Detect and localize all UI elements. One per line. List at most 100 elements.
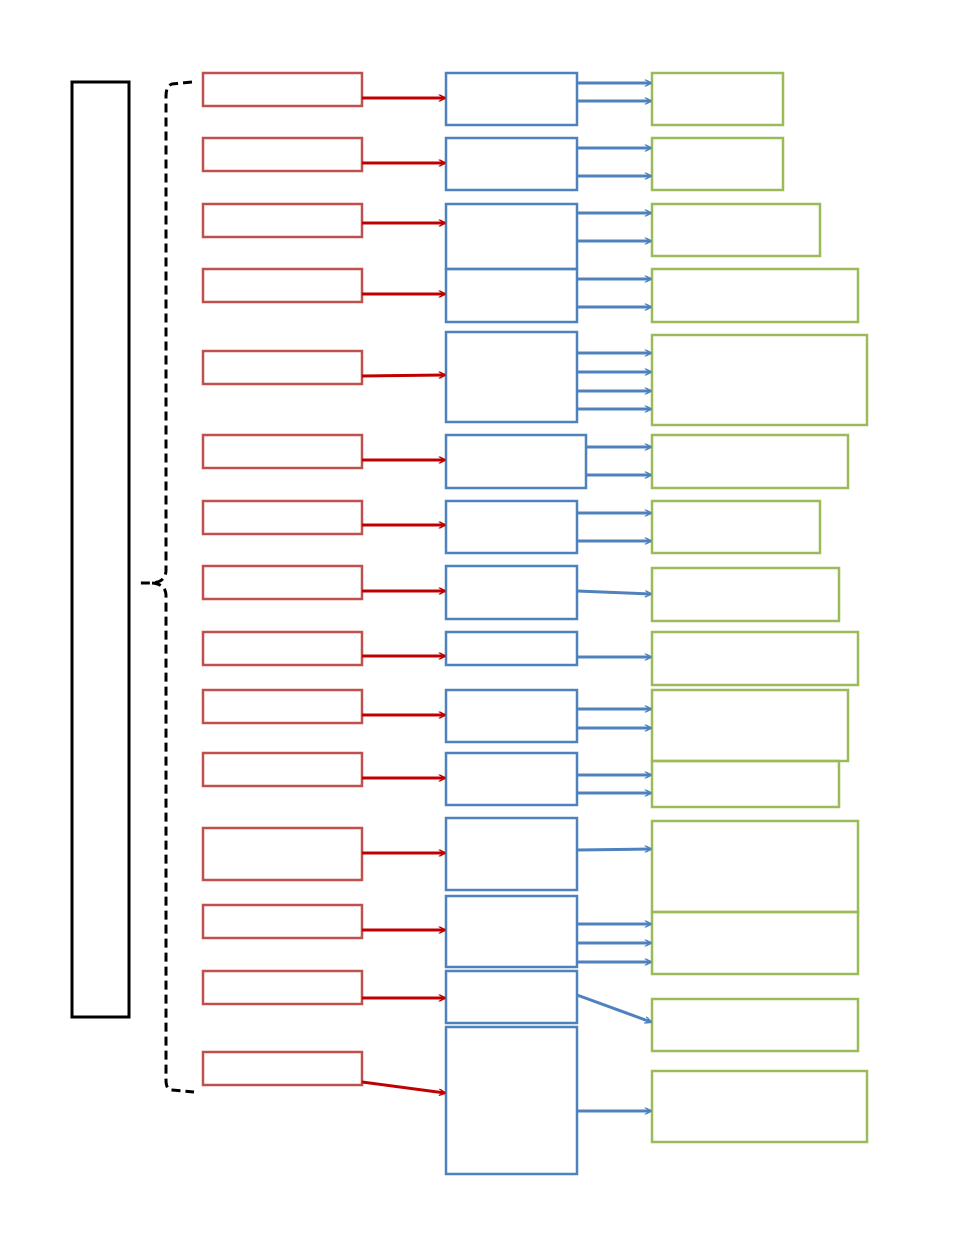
right-node-3 xyxy=(650,202,822,258)
middle-node-14 xyxy=(444,969,579,1025)
blue-arrow-8-1 xyxy=(576,589,651,594)
right-node-11-rect xyxy=(650,759,841,809)
left-node-2 xyxy=(201,136,364,173)
middle-node-12-rect xyxy=(444,816,579,892)
left-node-9 xyxy=(201,630,364,667)
red-arrow-5 xyxy=(361,375,445,376)
left-node-1-rect xyxy=(201,71,364,108)
left-node-5 xyxy=(201,349,364,386)
middle-node-10 xyxy=(444,688,579,744)
middle-node-15 xyxy=(444,1025,579,1176)
left-node-15-rect xyxy=(201,1050,364,1087)
right-node-4-rect xyxy=(650,267,860,324)
right-node-5-rect xyxy=(650,333,869,427)
left-node-12-rect xyxy=(201,826,364,882)
middle-node-1-rect xyxy=(444,71,579,127)
middle-node-11 xyxy=(444,751,579,807)
left-node-6-rect xyxy=(201,433,364,470)
left-node-5-rect xyxy=(201,349,364,386)
middle-node-13-rect xyxy=(444,894,579,969)
middle-node-3-rect xyxy=(444,202,579,271)
middle-node-14-rect xyxy=(444,969,579,1025)
left-node-3-rect xyxy=(201,202,364,239)
grouping-brace xyxy=(136,80,195,1094)
left-node-14-rect xyxy=(201,969,364,1006)
right-node-11 xyxy=(650,759,841,809)
right-node-7-rect xyxy=(650,499,822,555)
right-node-10-rect xyxy=(650,688,850,763)
middle-node-9 xyxy=(444,630,579,667)
right-node-13 xyxy=(650,910,860,976)
right-node-1 xyxy=(650,71,785,127)
left-node-12 xyxy=(201,826,364,882)
left-node-4 xyxy=(201,267,364,304)
right-node-3-rect xyxy=(650,202,822,258)
right-node-8 xyxy=(650,566,841,623)
left-node-8 xyxy=(201,564,364,601)
right-node-6 xyxy=(650,433,850,490)
middle-node-7-rect xyxy=(444,499,579,555)
middle-node-6 xyxy=(444,433,588,490)
middle-node-13 xyxy=(444,894,579,969)
middle-node-12 xyxy=(444,816,579,892)
connector-arrows xyxy=(361,83,651,1111)
root-box xyxy=(70,80,131,1019)
right-node-12 xyxy=(650,819,860,914)
right-node-2 xyxy=(650,136,785,192)
middle-node-3 xyxy=(444,202,579,271)
left-node-3 xyxy=(201,202,364,239)
right-column xyxy=(650,71,869,1144)
middle-node-4-rect xyxy=(444,267,579,324)
right-node-15 xyxy=(650,1069,869,1144)
middle-node-11-rect xyxy=(444,751,579,807)
middle-node-5-rect xyxy=(444,330,579,424)
left-node-2-rect xyxy=(201,136,364,173)
root-node xyxy=(70,80,131,1019)
right-node-10 xyxy=(650,688,850,763)
right-node-14 xyxy=(650,997,860,1053)
blue-arrow-14-1 xyxy=(576,993,651,1022)
left-node-15 xyxy=(201,1050,364,1087)
right-node-9-rect xyxy=(650,630,860,687)
middle-node-5 xyxy=(444,330,579,424)
left-node-11-rect xyxy=(201,751,364,788)
right-node-7 xyxy=(650,499,822,555)
left-node-4-rect xyxy=(201,267,364,304)
right-node-13-rect xyxy=(650,910,860,976)
left-node-7 xyxy=(201,499,364,536)
middle-node-9-rect xyxy=(444,630,579,667)
middle-node-15-rect xyxy=(444,1025,579,1176)
left-node-13-rect xyxy=(201,903,364,940)
left-node-10-rect xyxy=(201,688,364,725)
right-node-8-rect xyxy=(650,566,841,623)
middle-node-4 xyxy=(444,267,579,324)
right-node-1-rect xyxy=(650,71,785,127)
middle-node-7 xyxy=(444,499,579,555)
left-node-1 xyxy=(201,71,364,108)
left-node-10 xyxy=(201,688,364,725)
right-node-2-rect xyxy=(650,136,785,192)
right-node-14-rect xyxy=(650,997,860,1053)
middle-node-6-rect xyxy=(444,433,588,490)
left-node-6 xyxy=(201,433,364,470)
right-node-12-rect xyxy=(650,819,860,914)
middle-column xyxy=(444,71,588,1176)
left-node-9-rect xyxy=(201,630,364,667)
left-node-13 xyxy=(201,903,364,940)
left-column xyxy=(201,71,364,1087)
left-node-8-rect xyxy=(201,564,364,601)
right-node-5 xyxy=(650,333,869,427)
left-node-11 xyxy=(201,751,364,788)
left-node-14 xyxy=(201,969,364,1006)
right-node-6-rect xyxy=(650,433,850,490)
middle-node-8-rect xyxy=(444,564,579,621)
middle-node-2 xyxy=(444,136,579,192)
right-node-4 xyxy=(650,267,860,324)
middle-node-1 xyxy=(444,71,579,127)
middle-node-2-rect xyxy=(444,136,579,192)
left-node-7-rect xyxy=(201,499,364,536)
middle-node-8 xyxy=(444,564,579,621)
blue-arrow-12-1 xyxy=(576,849,651,850)
red-arrow-15 xyxy=(361,1080,445,1093)
